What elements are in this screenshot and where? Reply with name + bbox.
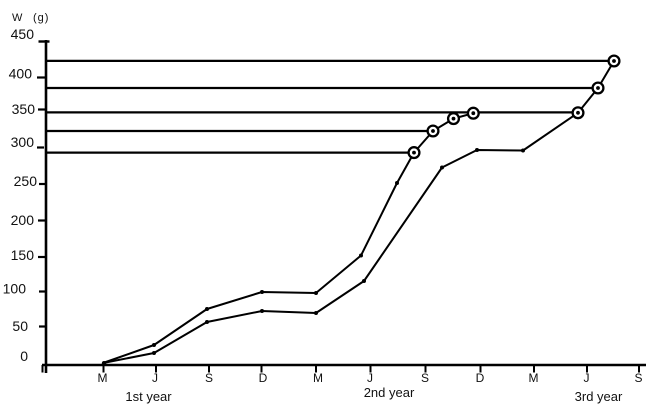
svg-text:(g): (g) — [33, 12, 49, 24]
svg-text:S: S — [421, 371, 429, 385]
svg-text:350: 350 — [12, 101, 36, 117]
svg-text:400: 400 — [9, 66, 33, 82]
svg-text:450: 450 — [11, 26, 35, 42]
svg-text:D: D — [476, 371, 485, 385]
svg-text:M: M — [98, 371, 108, 385]
svg-text:S: S — [634, 371, 642, 385]
svg-text:J: J — [152, 371, 158, 385]
svg-text:150: 150 — [11, 247, 35, 263]
svg-text:100: 100 — [3, 281, 27, 297]
svg-text:2nd year: 2nd year — [364, 385, 415, 400]
svg-text:M: M — [313, 371, 323, 385]
svg-text:M: M — [529, 371, 539, 385]
svg-text:50: 50 — [12, 318, 28, 334]
svg-text:250: 250 — [14, 173, 38, 189]
svg-text:300: 300 — [11, 134, 35, 150]
svg-text:J: J — [584, 371, 590, 385]
svg-text:S: S — [205, 371, 213, 385]
svg-text:3rd year: 3rd year — [575, 389, 623, 404]
svg-text:0: 0 — [20, 348, 28, 364]
svg-text:W: W — [12, 12, 23, 24]
svg-text:D: D — [259, 371, 268, 385]
svg-text:200: 200 — [11, 212, 35, 228]
svg-text:J: J — [367, 371, 373, 385]
svg-text:1st year: 1st year — [125, 389, 172, 404]
